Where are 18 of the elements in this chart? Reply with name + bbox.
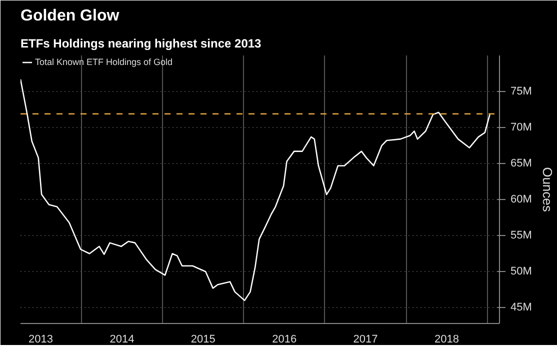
y-tick-label: 70M <box>510 122 532 134</box>
x-tick-label: 2018 <box>434 334 459 346</box>
y-axis-title: Ounces <box>540 167 555 212</box>
chart-title: Golden Glow <box>20 8 120 24</box>
x-tick-label: 2015 <box>190 334 216 346</box>
y-tick-label: 45M <box>510 302 532 314</box>
x-tick-label: 2017 <box>353 334 378 346</box>
y-tick-label: 55M <box>510 230 532 242</box>
x-tick-label: 2014 <box>110 334 134 346</box>
y-tick-label: 50M <box>510 266 532 278</box>
legend-label: Total Known ETF Holdings of Gold <box>35 57 173 67</box>
chart-subtitle: ETFs Holdings nearing highest since 2013 <box>20 36 262 50</box>
x-tick-label: 2016 <box>272 334 297 346</box>
y-tick-label: 75M <box>510 86 532 98</box>
x-tick-label: 2013 <box>28 334 54 346</box>
y-tick-label: 60M <box>510 194 532 206</box>
line-series <box>20 78 490 302</box>
y-tick-label: 65M <box>510 158 532 170</box>
